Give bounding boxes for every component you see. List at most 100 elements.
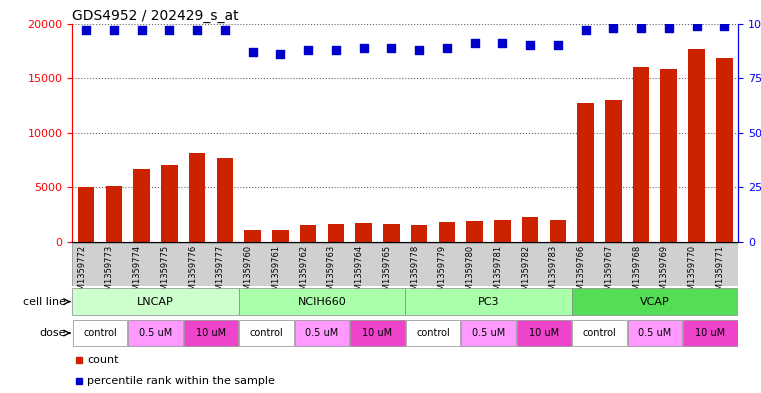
Text: GSM1359771: GSM1359771: [715, 245, 724, 301]
Text: GSM1359763: GSM1359763: [327, 245, 336, 301]
Bar: [494, 220, 511, 242]
Bar: [295, 320, 349, 346]
Point: [663, 25, 675, 31]
Bar: [129, 320, 183, 346]
Point: [80, 27, 92, 33]
Text: 10 uM: 10 uM: [529, 328, 559, 338]
Point: [718, 23, 731, 29]
Bar: [184, 320, 238, 346]
Text: control: control: [250, 328, 283, 338]
Text: count: count: [87, 354, 119, 365]
Bar: [355, 223, 372, 242]
Bar: [217, 158, 233, 242]
Text: 0.5 uM: 0.5 uM: [139, 328, 172, 338]
Point: [164, 27, 176, 33]
Text: GSM1359769: GSM1359769: [660, 245, 669, 301]
Text: GSM1359777: GSM1359777: [216, 245, 225, 301]
Bar: [632, 67, 649, 242]
Bar: [383, 224, 400, 242]
Point: [385, 44, 397, 51]
Bar: [300, 225, 317, 242]
Text: NCIH660: NCIH660: [298, 297, 346, 307]
Text: GSM1359781: GSM1359781: [493, 245, 502, 301]
Bar: [161, 165, 178, 242]
Point: [191, 27, 203, 33]
Text: GSM1359779: GSM1359779: [438, 245, 447, 301]
Bar: [73, 320, 127, 346]
Bar: [78, 187, 94, 242]
Text: GSM1359782: GSM1359782: [521, 245, 530, 301]
Bar: [661, 70, 677, 242]
Point: [413, 47, 425, 53]
Text: control: control: [83, 328, 117, 338]
Bar: [605, 100, 622, 242]
Bar: [72, 243, 738, 286]
Point: [496, 40, 508, 46]
Bar: [327, 224, 344, 242]
Point: [330, 47, 342, 53]
Text: 0.5 uM: 0.5 uM: [638, 328, 671, 338]
Bar: [549, 220, 566, 242]
Text: dose: dose: [39, 328, 65, 338]
Bar: [72, 288, 239, 315]
Bar: [688, 49, 705, 242]
Point: [690, 23, 702, 29]
Point: [358, 44, 370, 51]
Bar: [466, 221, 483, 242]
Bar: [438, 222, 455, 242]
Bar: [350, 320, 405, 346]
Point: [524, 42, 537, 48]
Point: [135, 27, 148, 33]
Point: [607, 25, 619, 31]
Text: GSM1359764: GSM1359764: [355, 245, 364, 301]
Text: GSM1359762: GSM1359762: [299, 245, 308, 301]
Point: [552, 42, 564, 48]
Point: [469, 40, 481, 46]
Text: GSM1359765: GSM1359765: [382, 245, 391, 301]
Bar: [239, 288, 406, 315]
Text: GSM1359776: GSM1359776: [188, 245, 197, 301]
Point: [219, 27, 231, 33]
Bar: [406, 320, 460, 346]
Bar: [106, 186, 123, 242]
Point: [108, 27, 120, 33]
Bar: [272, 230, 288, 242]
Point: [247, 49, 259, 55]
Bar: [572, 288, 738, 315]
Bar: [244, 230, 261, 242]
Point: [302, 47, 314, 53]
Bar: [683, 320, 737, 346]
Text: GSM1359773: GSM1359773: [105, 245, 114, 301]
Text: LNCAP: LNCAP: [137, 297, 174, 307]
Text: percentile rank within the sample: percentile rank within the sample: [87, 376, 275, 386]
Text: GSM1359760: GSM1359760: [244, 245, 253, 301]
Bar: [240, 320, 294, 346]
Text: 0.5 uM: 0.5 uM: [472, 328, 505, 338]
Text: 10 uM: 10 uM: [362, 328, 393, 338]
Bar: [461, 320, 515, 346]
Point: [635, 25, 647, 31]
Text: GSM1359770: GSM1359770: [687, 245, 696, 301]
Bar: [189, 153, 205, 242]
Text: GSM1359768: GSM1359768: [632, 245, 641, 301]
Bar: [411, 225, 428, 242]
Point: [579, 27, 591, 33]
Bar: [133, 169, 150, 242]
Text: control: control: [583, 328, 616, 338]
Text: GSM1359767: GSM1359767: [604, 245, 613, 301]
Text: VCAP: VCAP: [640, 297, 670, 307]
Text: PC3: PC3: [478, 297, 499, 307]
Bar: [578, 103, 594, 242]
Text: cell line: cell line: [23, 297, 65, 307]
Text: GSM1359774: GSM1359774: [132, 245, 142, 301]
Bar: [716, 59, 733, 242]
Text: GSM1359775: GSM1359775: [161, 245, 170, 301]
Text: control: control: [416, 328, 450, 338]
Bar: [406, 288, 572, 315]
Text: GSM1359783: GSM1359783: [549, 245, 558, 301]
Text: GDS4952 / 202429_s_at: GDS4952 / 202429_s_at: [72, 9, 239, 22]
Text: GSM1359780: GSM1359780: [466, 245, 475, 301]
Bar: [517, 320, 571, 346]
Point: [274, 51, 286, 57]
Text: GSM1359778: GSM1359778: [410, 245, 419, 301]
